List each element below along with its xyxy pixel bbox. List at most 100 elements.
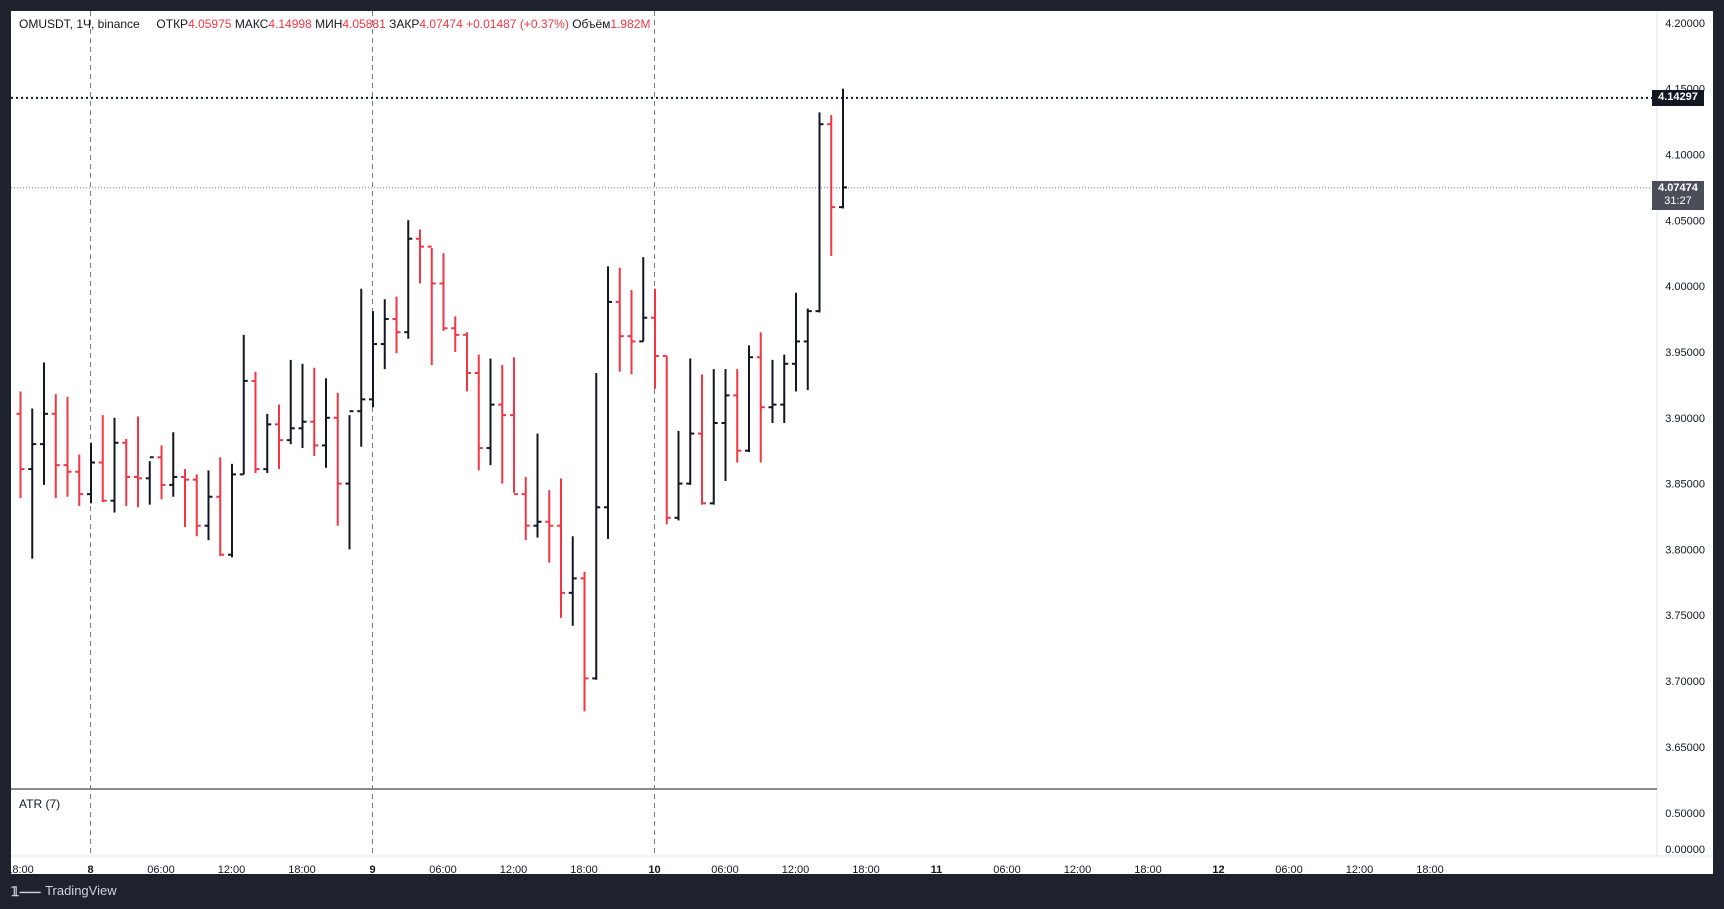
ohlc-bar <box>181 469 189 528</box>
y-tick-label: 4.00000 <box>1665 281 1705 293</box>
y-tick-label: 4.10000 <box>1665 149 1705 161</box>
ohlc-bar <box>780 354 789 424</box>
ohlc-bar <box>474 354 483 471</box>
ohlc-bar <box>239 334 248 476</box>
ohlc-bar <box>756 332 765 463</box>
ohlc-bar <box>463 332 471 392</box>
chart-frame: 4.200004.150004.100004.050004.000003.950… <box>11 11 1713 874</box>
ohlc-bar <box>157 445 166 500</box>
legend-high-label: МАКС <box>234 17 269 31</box>
legend-high-value: 4.14998 <box>268 17 312 31</box>
ohlc-bar <box>839 88 847 209</box>
x-tick-label: 12:00 <box>782 864 810 874</box>
ohlc-bar <box>427 245 436 366</box>
legend-close-value: 4.07474 <box>419 17 463 31</box>
x-tick-label: 06:00 <box>711 864 739 874</box>
ohlc-bar <box>792 292 800 392</box>
ohlc-bar <box>40 362 48 485</box>
last-price-tag: 4.07474 31:27 <box>1652 181 1704 210</box>
y-tick-label: 3.95000 <box>1665 347 1705 359</box>
x-tick-label: 18:00 <box>852 864 880 874</box>
x-tick-label: 06:00 <box>429 864 457 874</box>
ohlc-bar <box>16 391 25 499</box>
ohlc-bar <box>380 299 389 370</box>
x-tick-label: 18:00 <box>288 864 316 874</box>
ohlc-bar <box>498 365 507 484</box>
atr-indicator-label[interactable]: ATR (7) <box>19 797 61 811</box>
ohlc-bar <box>686 358 695 485</box>
ohlc-bar <box>404 220 413 339</box>
chart-canvas[interactable]: 4.200004.150004.100004.050004.000003.950… <box>11 11 1713 874</box>
ohlc-bar <box>639 257 648 343</box>
x-tick-label: 06:00 <box>1275 864 1303 874</box>
ohlc-bar <box>145 456 154 505</box>
ohlc-bar <box>298 363 307 449</box>
ohlc-bar <box>322 378 330 468</box>
legend-close-label: ЗАКР <box>389 17 420 31</box>
legend-change: +0.01487 (+0.37%) <box>466 17 569 31</box>
x-tick-label: 18:00 <box>570 864 598 874</box>
ohlc-bar <box>510 357 518 496</box>
ohlc-bar <box>286 359 295 445</box>
x-tick-label: 12 <box>1212 864 1224 874</box>
ohlc-bar <box>568 536 577 626</box>
footer-brand[interactable]: 𝟙⸺ TradingView <box>11 881 117 900</box>
x-tick-label: 18:00 <box>1416 864 1444 874</box>
legend-symbol[interactable]: OMUSDT, 1Ч, binance <box>19 17 140 31</box>
ohlc-bar <box>122 438 131 506</box>
ohlc-bar <box>721 369 730 481</box>
x-tick-label: 11 <box>931 864 943 874</box>
atr-tick-label: 0.50000 <box>1665 808 1705 820</box>
ohlc-bar <box>709 369 718 505</box>
ohlc-bar <box>698 374 706 505</box>
y-tick-label: 4.20000 <box>1665 18 1705 30</box>
ohlc-bar <box>110 417 119 513</box>
ohlc-bar <box>134 416 142 508</box>
x-tick-label: 06:00 <box>993 864 1021 874</box>
ohlc-bar <box>803 308 812 391</box>
y-tick-label: 3.65000 <box>1665 742 1705 754</box>
ohlc-bar <box>768 359 777 424</box>
x-tick-label: 18:00 <box>1134 864 1162 874</box>
x-tick-label: 12:00 <box>1346 864 1374 874</box>
x-tick-label: 12:00 <box>500 864 528 874</box>
ohlc-bar <box>204 470 213 541</box>
ohlc-bar <box>662 354 671 525</box>
ohlc-bar <box>521 477 530 541</box>
ohlc-bar <box>580 571 589 712</box>
high-price-tag: 4.14297 <box>1652 90 1704 106</box>
ohlc-bar <box>310 367 319 456</box>
x-tick-label: 06:00 <box>147 864 175 874</box>
y-tick-label: 4.05000 <box>1665 215 1705 227</box>
legend-volume-value: 1.982M <box>610 17 651 31</box>
ohlc-bar <box>745 345 753 452</box>
brand-name: TradingView <box>45 883 117 898</box>
y-tick-label: 3.90000 <box>1665 413 1705 425</box>
x-tick-label: 12:00 <box>218 864 246 874</box>
y-tick-label: 3.70000 <box>1665 676 1705 688</box>
ohlc-bar <box>486 358 495 466</box>
ohlc-bar <box>392 296 401 354</box>
ohlc-bar <box>545 490 554 563</box>
ohlc-bar <box>333 392 342 526</box>
x-tick-label: 18:00 <box>11 864 34 874</box>
ohlc-bar <box>51 394 60 499</box>
legend-open-label: ОТКР <box>156 17 189 31</box>
ohlc-bar <box>251 371 260 474</box>
ohlc-bar <box>451 316 460 352</box>
x-tick-label: 10 <box>648 864 660 874</box>
legend-low-label: МИН <box>315 17 343 31</box>
ohlc-bar <box>615 267 624 372</box>
y-tick-label: 3.75000 <box>1665 610 1705 622</box>
y-tick-label: 3.85000 <box>1665 479 1705 491</box>
ohlc-bar <box>357 288 366 447</box>
ohlc-bar <box>169 432 178 497</box>
ohlc-bar <box>827 114 836 256</box>
tradingview-logo-icon: 𝟙⸺ <box>11 884 42 899</box>
ohlc-bar <box>192 474 201 537</box>
legend-volume-label: Объём <box>572 17 611 31</box>
legend-low-value: 4.05881 <box>342 17 386 31</box>
ohlc-bar <box>63 396 72 497</box>
ohlc-bar <box>216 457 225 556</box>
y-tick-label: 3.80000 <box>1665 544 1705 556</box>
